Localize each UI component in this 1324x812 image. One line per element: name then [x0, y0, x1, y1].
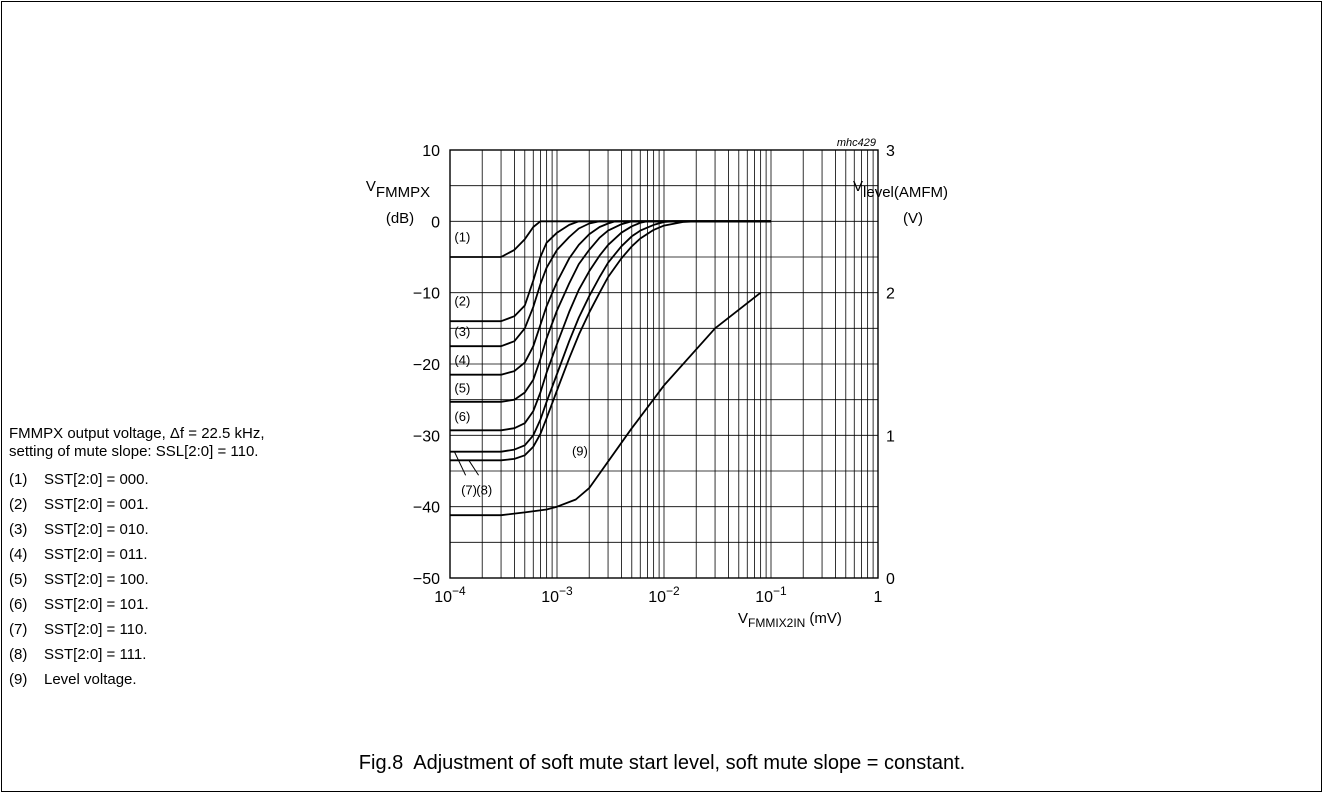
x-tick-label: 10−4 — [434, 584, 466, 606]
list-item-number: (9) — [9, 671, 28, 688]
list-item-text: SST[2:0] = 111. — [44, 646, 147, 663]
curve-label: (1) — [454, 229, 470, 244]
list-item-text: SST[2:0] = 100. — [44, 571, 149, 588]
list-item: (7) SST[2:0] = 110. — [9, 617, 265, 642]
x-axis-label-main: V — [738, 610, 748, 627]
y2-axis-unit: (V) — [903, 210, 923, 227]
y2-tick-label: 2 — [886, 286, 895, 303]
list-item: (2) SST[2:0] = 001. — [9, 492, 265, 517]
curve-label: (5) — [454, 381, 470, 396]
notes-panel: FMMPX output voltage, Δf = 22.5 kHz, set… — [9, 425, 265, 692]
curve-label: (2) — [454, 294, 470, 309]
list-item-text: SST[2:0] = 010. — [44, 521, 149, 538]
list-item-number: (1) — [9, 471, 28, 488]
series-line — [450, 220, 771, 376]
series-line — [450, 220, 771, 258]
list-item-number: (6) — [9, 596, 28, 613]
y-axis-label-main: V — [366, 178, 376, 195]
x-axis-label-sub: FMMIX2IN — [748, 616, 805, 630]
y2-axis-label-sub: level(AMFM) — [863, 184, 948, 201]
list-item-text: SST[2:0] = 101. — [44, 596, 149, 613]
y2-tick-label: 3 — [886, 143, 895, 160]
list-item-text: Level voltage. — [44, 671, 137, 688]
figure-code: mhc429 — [837, 137, 876, 149]
list-item: (8) SST[2:0] = 111. — [9, 642, 265, 667]
list-item-number: (3) — [9, 521, 28, 538]
curve-label: (6) — [454, 409, 470, 424]
leader-line — [453, 451, 467, 476]
plot-border — [449, 149, 879, 579]
series-line — [450, 220, 771, 462]
figure-number: Fig.8 — [358, 752, 404, 774]
x-tick-label: 1 — [874, 589, 883, 606]
figure-caption: Fig.8 Adjustment of soft mute start level… — [0, 752, 1324, 775]
figure-caption-text: Adjustment of soft mute start level, sof… — [413, 752, 966, 774]
y-tick-label: 0 — [431, 214, 440, 231]
curve-label: (3) — [454, 324, 470, 339]
y-tick-label: −10 — [413, 286, 440, 303]
x-tick-label: 10−2 — [648, 584, 680, 606]
leader-line — [468, 460, 480, 476]
y2-axis-label: Vlevel(AMFM) — [853, 178, 948, 201]
list-item-text: SST[2:0] = 001. — [44, 496, 149, 513]
y-axis-label-sub: FMMPX — [376, 184, 430, 201]
y-tick-label: −50 — [413, 571, 440, 588]
x-tick-label: 10−1 — [755, 584, 787, 606]
list-item-number: (2) — [9, 496, 28, 513]
y2-tick-label: 0 — [886, 571, 895, 588]
list-item-number: (5) — [9, 571, 28, 588]
list-item-number: (7) — [9, 621, 28, 638]
list-item: (5) SST[2:0] = 100. — [9, 567, 265, 592]
y-axis-label: VFMMPX — [366, 178, 430, 201]
list-item-number: (8) — [9, 646, 28, 663]
list-item: (6) SST[2:0] = 101. — [9, 592, 265, 617]
x-axis-label: VFMMIX2IN (mV) — [738, 610, 842, 630]
series-layer — [450, 220, 771, 517]
y2-axis-label-main: V — [853, 178, 863, 195]
curve-label: (4) — [454, 353, 470, 368]
curve-labels: (1) (2) (3) (4) (5) (6) (7) (8) (9) — [453, 229, 588, 498]
series-line — [450, 220, 771, 403]
figure-frame — [1, 1, 1322, 792]
series-line — [450, 220, 771, 348]
list-item-number: (4) — [9, 546, 28, 563]
series-line — [450, 220, 771, 432]
notes-intro: FMMPX output voltage, Δf = 22.5 kHz, set… — [9, 425, 265, 461]
series-line — [450, 220, 771, 453]
notes-list: (1) SST[2:0] = 000. (2) SST[2:0] = 001. (3… — [9, 467, 265, 692]
x-tick-label: 10−3 — [541, 584, 573, 606]
y-tick-label: −40 — [413, 500, 440, 517]
list-item-text: SST[2:0] = 000. — [44, 471, 149, 488]
list-item-text: SST[2:0] = 011. — [44, 546, 148, 563]
x-axis-label-unit: (mV) — [809, 610, 842, 627]
list-item: (9) Level voltage. — [9, 667, 265, 692]
list-item: (4) SST[2:0] = 011. — [9, 542, 265, 567]
y-axis-unit: (dB) — [386, 210, 414, 227]
y-tick-label: 10 — [422, 143, 440, 160]
curve-label: (9) — [572, 443, 588, 458]
list-item: (1) SST[2:0] = 000. — [9, 467, 265, 492]
curve-label: (7) — [461, 483, 477, 498]
curve-label: (8) — [476, 483, 492, 498]
series-line — [450, 291, 762, 517]
notes-intro-line1: FMMPX output voltage, Δf = 22.5 kHz, — [9, 425, 265, 442]
series-line — [450, 220, 771, 323]
y-tick-label: −20 — [413, 357, 440, 374]
y-tick-label: −30 — [413, 428, 440, 445]
y2-tick-label: 1 — [886, 428, 895, 445]
list-item: (3) SST[2:0] = 010. — [9, 517, 265, 542]
list-item-text: SST[2:0] = 110. — [44, 621, 148, 638]
notes-intro-line2: setting of mute slope: SSL[2:0] = 110. — [9, 443, 259, 460]
